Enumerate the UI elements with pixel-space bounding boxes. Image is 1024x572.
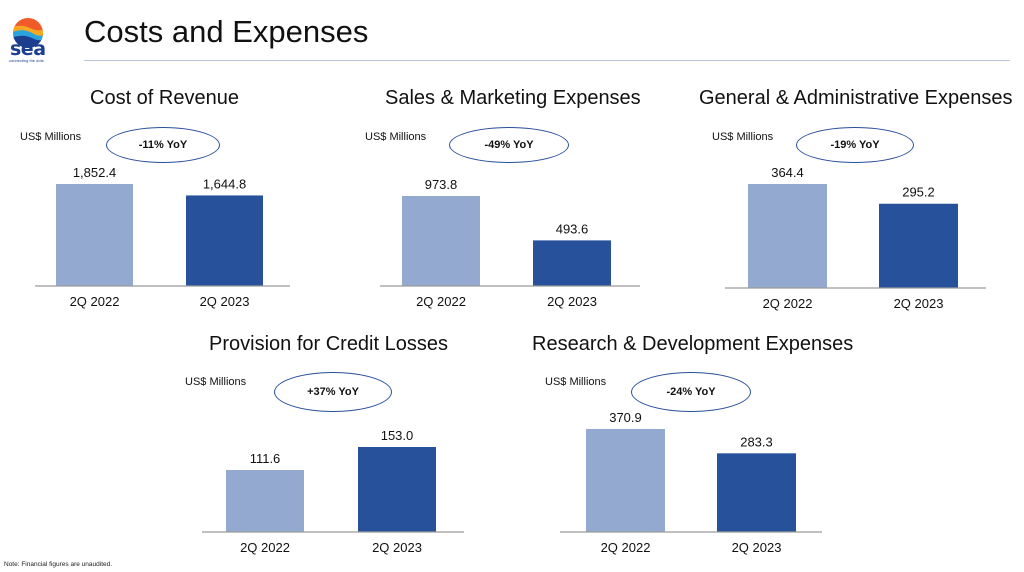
- page-title: Costs and Expenses: [84, 14, 369, 49]
- bar-2q-2022: [226, 470, 304, 532]
- data-label: 111.6: [250, 451, 281, 466]
- data-label: 153.0: [381, 428, 414, 443]
- yoy-badge: -24% YoY: [631, 372, 751, 412]
- data-label: 370.9: [609, 410, 642, 425]
- bar-2q-2022: [586, 429, 665, 532]
- chart-title: Research & Development Expenses: [532, 333, 854, 355]
- bar-2q-2022: [56, 184, 133, 286]
- category-tick-label: 2Q 2023: [894, 296, 944, 311]
- sea-logo-icon: [13, 18, 43, 48]
- bar-2q-2023: [358, 447, 436, 532]
- unit-label: US$ Millions: [185, 376, 247, 388]
- bar-2q-2023: [879, 203, 958, 288]
- bar-2q-2022: [748, 184, 827, 288]
- data-label: 493.6: [556, 221, 589, 236]
- logo-tagline: connecting the dots: [9, 58, 44, 63]
- logo-wordmark: sea: [10, 38, 46, 60]
- data-label: 1,852.4: [73, 165, 116, 180]
- yoy-badge: -19% YoY: [796, 127, 914, 163]
- category-tick-label: 2Q 2022: [416, 294, 466, 309]
- unit-label: US$ Millions: [365, 131, 427, 143]
- yoy-badge: +37% YoY: [274, 372, 392, 412]
- unit-label: US$ Millions: [545, 376, 607, 388]
- data-label: 1,644.8: [203, 176, 246, 191]
- bar-chart: 370.9 2Q 2022 283.3 2Q 2023: [560, 410, 822, 555]
- yoy-badge: -49% YoY: [449, 127, 569, 163]
- category-tick-label: 2Q 2023: [547, 294, 597, 309]
- category-tick-label: 2Q 2023: [732, 540, 782, 555]
- bar-2q-2023: [717, 453, 796, 532]
- data-label: 364.4: [771, 165, 804, 180]
- bar-2q-2023: [533, 240, 611, 286]
- bar-2q-2023: [186, 195, 263, 286]
- category-tick-label: 2Q 2022: [763, 296, 813, 311]
- unit-label: US$ Millions: [20, 131, 82, 143]
- bar-chart: 111.6 2Q 2022 153.0 2Q 2023: [202, 428, 464, 555]
- title-divider: [84, 60, 1010, 61]
- bar-chart: 973.8 2Q 2022 493.6 2Q 2023: [380, 177, 640, 309]
- unit-label: US$ Millions: [712, 131, 774, 143]
- chart-title: Provision for Credit Losses: [209, 333, 448, 355]
- yoy-badge: -11% YoY: [106, 127, 220, 163]
- data-label: 295.2: [902, 185, 935, 200]
- category-tick-label: 2Q 2022: [70, 294, 120, 309]
- footnote: Note: Financial figures are unaudited.: [4, 561, 113, 568]
- category-tick-label: 2Q 2022: [240, 540, 290, 555]
- chart-panel-sales-marketing: Sales & Marketing Expenses US$ Millions …: [345, 84, 685, 319]
- chart-panel-provision-credit-losses: Provision for Credit Losses US$ Millions…: [170, 330, 510, 562]
- category-tick-label: 2Q 2023: [372, 540, 422, 555]
- chart-panel-research-development: Research & Development Expenses US$ Mill…: [525, 330, 870, 562]
- chart-title: Sales & Marketing Expenses: [385, 87, 641, 109]
- bar-2q-2022: [402, 196, 480, 286]
- chart-title: General & Administrative Expenses: [699, 87, 1013, 109]
- bar-chart: 1,852.4 2Q 2022 1,644.8 2Q 2023: [35, 165, 290, 309]
- category-tick-label: 2Q 2023: [200, 294, 250, 309]
- chart-panel-cost-of-revenue: Cost of Revenue US$ Millions -11% YoY 1,…: [0, 84, 340, 319]
- data-label: 973.8: [425, 177, 458, 192]
- data-label: 283.3: [740, 434, 773, 449]
- chart-panel-general-administrative: General & Administrative Expenses US$ Mi…: [690, 84, 1024, 319]
- category-tick-label: 2Q 2022: [601, 540, 651, 555]
- chart-title: Cost of Revenue: [90, 87, 239, 109]
- bar-chart: 364.4 2Q 2022 295.2 2Q 2023: [725, 165, 986, 311]
